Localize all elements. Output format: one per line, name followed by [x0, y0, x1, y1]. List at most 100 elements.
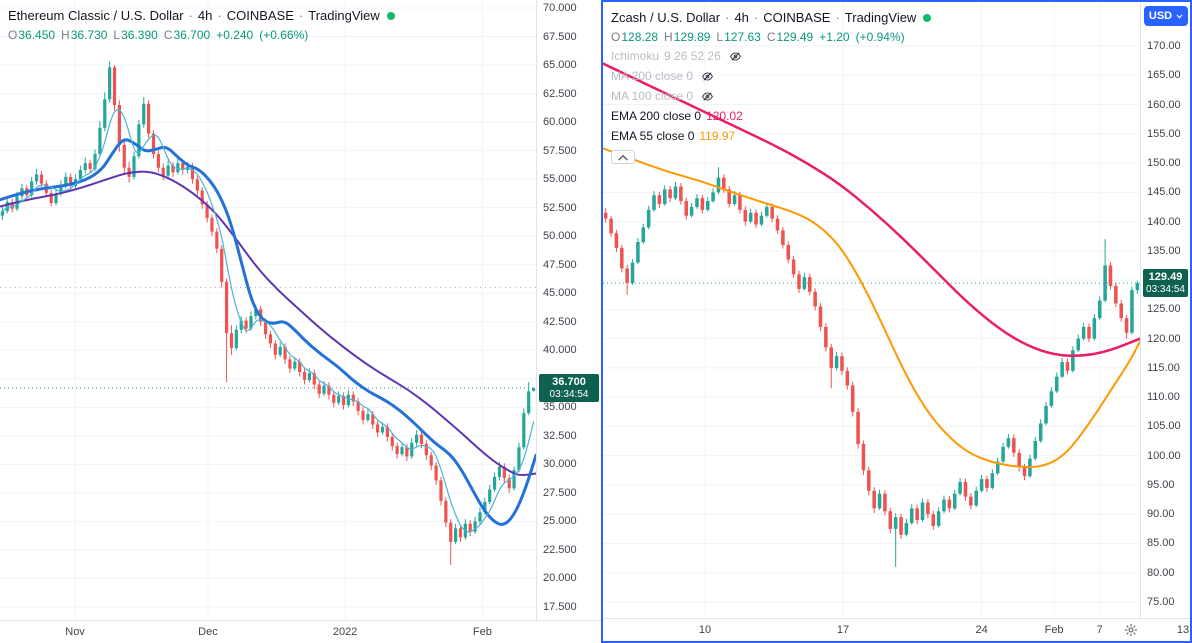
candle-body — [346, 394, 351, 406]
candle-body — [156, 154, 160, 168]
candle-body — [1033, 441, 1038, 459]
symbol-name[interactable]: Zcash / U.S. Dollar — [611, 10, 721, 25]
candle-body — [88, 163, 92, 169]
candle-body — [974, 490, 978, 506]
candle-body — [176, 163, 180, 173]
candle-body — [527, 391, 531, 414]
interval-label[interactable]: 4h — [197, 8, 213, 23]
overlay-line — [0, 138, 536, 526]
overlay-line — [603, 62, 1140, 357]
candle-body — [652, 195, 656, 210]
candle-body — [220, 248, 224, 282]
candle-body — [298, 361, 302, 372]
price-tick-label: 27.500 — [543, 486, 577, 499]
ohlc-row: O 128.28 H 129.89 L 127.63 C 129.49 +1.20 (+… — [611, 30, 905, 44]
candle-body — [473, 521, 477, 532]
candle-body — [899, 517, 903, 535]
chart-title[interactable]: Ethereum Classic / U.S. Dollar · 4h · CO… — [8, 6, 395, 25]
candle-body — [1097, 300, 1102, 319]
candle-body — [351, 394, 355, 402]
candle-body — [646, 209, 651, 228]
candle-body — [405, 447, 409, 457]
price-tick-label: 57.500 — [543, 144, 577, 157]
indicator-row-ichimoku[interactable]: Ichimoku 9 26 52 26 — [611, 46, 931, 66]
candle-body — [307, 373, 312, 380]
candle-body — [813, 291, 817, 307]
candle-body — [958, 482, 962, 494]
candle-body — [641, 227, 646, 243]
candle-body — [361, 410, 365, 420]
price-tick-label: 155.00 — [1147, 127, 1181, 140]
indicator-row-ma200[interactable]: MA 200 close 0 — [611, 66, 931, 86]
change-value: +1.20 — [819, 30, 850, 44]
candle-body — [1060, 362, 1064, 377]
indicator-row-ma100[interactable]: MA 100 close 0 — [611, 86, 931, 106]
symbol-name[interactable]: Ethereum Classic / U.S. Dollar — [8, 8, 184, 23]
candle-body — [936, 511, 941, 526]
candle-body — [1017, 452, 1021, 468]
price-tick-label: 32.500 — [543, 429, 577, 442]
candle-body — [249, 316, 253, 329]
candle-body — [449, 522, 453, 542]
zec-chart-canvas[interactable]: Zcash / U.S. Dollar · 4h · COINBASE · Tr… — [603, 2, 1140, 618]
candle-body — [888, 511, 893, 529]
indicator-row-ema55[interactable]: EMA 55 close 0 119.97 — [611, 129, 736, 143]
eye-off-icon[interactable] — [701, 90, 714, 103]
candle-body — [1065, 362, 1070, 371]
candle-body — [302, 371, 307, 380]
candle-body — [861, 443, 866, 471]
eye-off-icon[interactable] — [729, 50, 742, 63]
gear-icon[interactable] — [1124, 623, 1138, 637]
candle-body — [400, 447, 404, 455]
time-axis[interactable]: Nov Dec 2022 Feb — [0, 620, 601, 643]
currency-toggle-button[interactable]: USD — [1144, 6, 1188, 26]
price-tick-label: 125.00 — [1147, 303, 1181, 316]
candle-body — [327, 385, 331, 395]
candle-body — [684, 201, 689, 216]
candle-body — [705, 201, 710, 210]
legend-collapse-button[interactable] — [611, 150, 635, 164]
candle-body — [380, 426, 385, 433]
exchange-label: COINBASE — [763, 10, 831, 25]
candle-body — [1022, 467, 1027, 477]
candle-body — [263, 321, 268, 335]
price-tick-label: 165.00 — [1147, 69, 1181, 82]
candle-body — [738, 195, 742, 210]
candle-body — [867, 470, 871, 491]
candle-body — [322, 385, 326, 394]
bar-countdown: 03:34:54 — [1146, 284, 1185, 296]
candle-body — [429, 455, 433, 466]
candle-body — [64, 176, 68, 185]
candle-body — [802, 277, 807, 289]
candle-body — [69, 176, 73, 186]
candle-body — [98, 127, 102, 155]
candle-body — [969, 496, 973, 506]
price-scale[interactable]: USD 129.49 03:34:54 170.00 165.00 160.00 15… — [1140, 2, 1190, 618]
candle-body — [371, 414, 375, 425]
indicator-value: 119.97 — [699, 129, 736, 143]
candle-body — [497, 466, 502, 477]
time-axis[interactable]: 10 17 24 Feb 7 13 — [603, 618, 1190, 641]
candle-body — [390, 436, 394, 447]
etc-candlestick-chart[interactable] — [0, 0, 536, 620]
interval-label[interactable]: 4h — [734, 10, 749, 25]
time-tick-label: Dec — [198, 626, 218, 638]
candle-body — [990, 473, 995, 488]
candle-body — [312, 373, 316, 385]
price-tick-label: 70.000 — [543, 2, 577, 14]
candle-body — [952, 493, 957, 509]
eye-off-icon[interactable] — [701, 70, 714, 83]
chart-title[interactable]: Zcash / U.S. Dollar · 4h · COINBASE · Tr… — [611, 8, 932, 27]
candle-body — [268, 334, 273, 344]
candle-body — [132, 156, 136, 177]
candle-body — [662, 189, 667, 205]
candle-body — [254, 309, 258, 317]
price-scale[interactable]: 36.700 03:34:54 70.000 67.500 65.000 62.500… — [536, 0, 601, 620]
candle-body — [30, 181, 34, 196]
etc-chart-canvas[interactable]: Ethereum Classic / U.S. Dollar · 4h · CO… — [0, 0, 536, 620]
zec-candlestick-chart[interactable] — [603, 2, 1140, 618]
connection-status-icon — [923, 13, 932, 22]
candle-body — [926, 502, 930, 515]
candle-body — [151, 133, 156, 155]
indicator-row-ema200[interactable]: EMA 200 close 0 120.02 — [611, 109, 743, 123]
